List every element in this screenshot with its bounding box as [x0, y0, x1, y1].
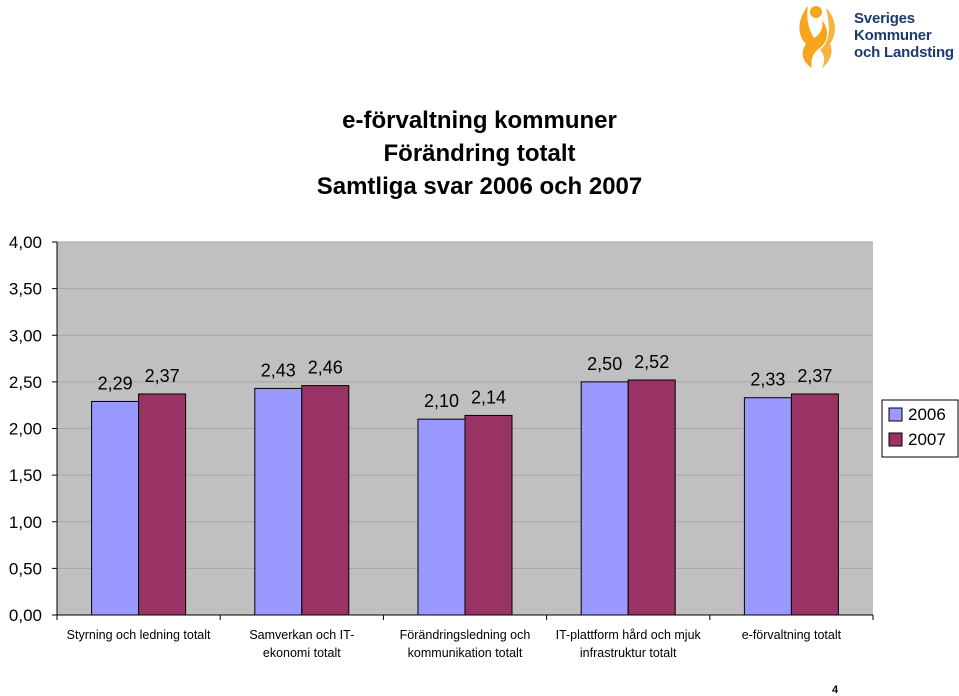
- data-label: 2,43: [261, 360, 296, 380]
- legend-swatch: [888, 407, 903, 422]
- bar-2007: [301, 385, 350, 616]
- category-label: Förändringsledning och: [400, 628, 531, 642]
- data-label: 2,29: [98, 373, 133, 393]
- title-line-2: Förändring totalt: [383, 140, 576, 167]
- category-label: ekonomi totalt: [263, 646, 341, 660]
- data-label: 2,33: [750, 370, 785, 390]
- bar-2007: [138, 393, 187, 616]
- legend-label: 2007: [908, 430, 946, 449]
- logo-text-line: och Landsting: [854, 44, 954, 61]
- data-label: 2,46: [308, 358, 343, 378]
- data-label: 2,37: [145, 366, 180, 386]
- bar-2006: [254, 387, 303, 616]
- y-tick-label: 4,00: [9, 233, 42, 252]
- flame-figure-icon: [799, 6, 835, 68]
- data-label: 2,10: [424, 391, 459, 411]
- y-tick-label: 2,00: [9, 420, 42, 439]
- data-label: 2,14: [471, 387, 506, 407]
- chart-title-block: e-förvaltning kommuner Förändring totalt…: [0, 104, 959, 203]
- logo-text-line: Kommuner: [854, 27, 932, 44]
- y-tick-label: 1,00: [9, 513, 42, 532]
- organization-logo: Sveriges Kommuner och Landsting: [788, 2, 959, 70]
- bar-2007: [464, 414, 513, 616]
- data-label: 2,37: [797, 366, 832, 386]
- category-label: Styrning och ledning totalt: [67, 628, 211, 642]
- logo-text-line: Sveriges: [854, 10, 915, 27]
- title-line-1: e-förvaltning kommuner: [342, 107, 617, 134]
- bar-2007: [627, 379, 676, 616]
- y-tick-label: 0,50: [9, 559, 42, 578]
- legend-swatch: [888, 432, 903, 447]
- category-label: kommunikation totalt: [408, 646, 523, 660]
- category-label: Samverkan och IT-: [249, 628, 354, 642]
- category-label: infrastruktur totalt: [580, 646, 677, 660]
- page-number: 4: [832, 684, 839, 696]
- bar-2007: [790, 393, 839, 616]
- data-label: 2,52: [634, 352, 669, 372]
- bar-2006: [743, 397, 792, 616]
- bar-2006: [580, 381, 629, 616]
- title-line-3: Samtliga svar 2006 och 2007: [316, 173, 643, 200]
- data-label: 2,50: [587, 354, 622, 374]
- category-label: e-förvaltning totalt: [742, 628, 842, 642]
- y-tick-label: 2,50: [9, 373, 42, 392]
- bar-2006: [91, 400, 140, 616]
- y-tick-label: 0,00: [9, 606, 42, 625]
- y-tick-label: 3,50: [9, 280, 42, 299]
- legend-label: 2006: [908, 405, 946, 424]
- category-label: IT-plattform hård och mjuk: [556, 628, 702, 642]
- bar-2006: [417, 418, 466, 616]
- y-tick-label: 1,50: [9, 466, 42, 485]
- y-tick-label: 3,00: [9, 326, 42, 345]
